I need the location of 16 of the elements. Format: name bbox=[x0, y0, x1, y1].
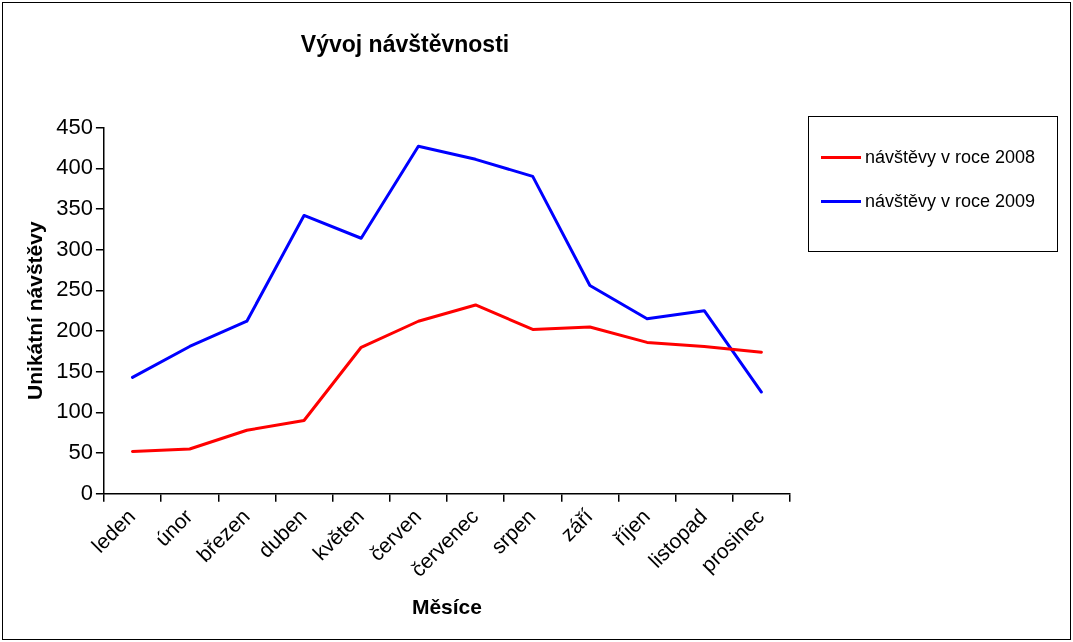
y-tick-label: 350 bbox=[56, 195, 93, 221]
chart-title: Vývoj návštěvnosti bbox=[300, 31, 510, 58]
legend-label: návštěvy v roce 2008 bbox=[865, 146, 1036, 169]
y-tick-label: 250 bbox=[56, 276, 93, 302]
y-axis-title: Unikátní návštěvy bbox=[23, 221, 47, 400]
y-tick-label: 400 bbox=[56, 154, 93, 180]
y-tick-label: 200 bbox=[56, 317, 93, 343]
legend-label: návštěvy v roce 2009 bbox=[865, 190, 1036, 213]
y-tick-label: 300 bbox=[56, 235, 93, 261]
x-tick-label: září bbox=[555, 504, 597, 546]
y-tick-label: 150 bbox=[56, 357, 93, 383]
y-tick-label: 50 bbox=[68, 439, 93, 465]
y-tick-label: 100 bbox=[56, 398, 93, 424]
y-tick-label: 0 bbox=[80, 479, 93, 505]
y-tick-label: 450 bbox=[56, 113, 93, 139]
x-axis-title: Měsíce bbox=[411, 595, 482, 619]
